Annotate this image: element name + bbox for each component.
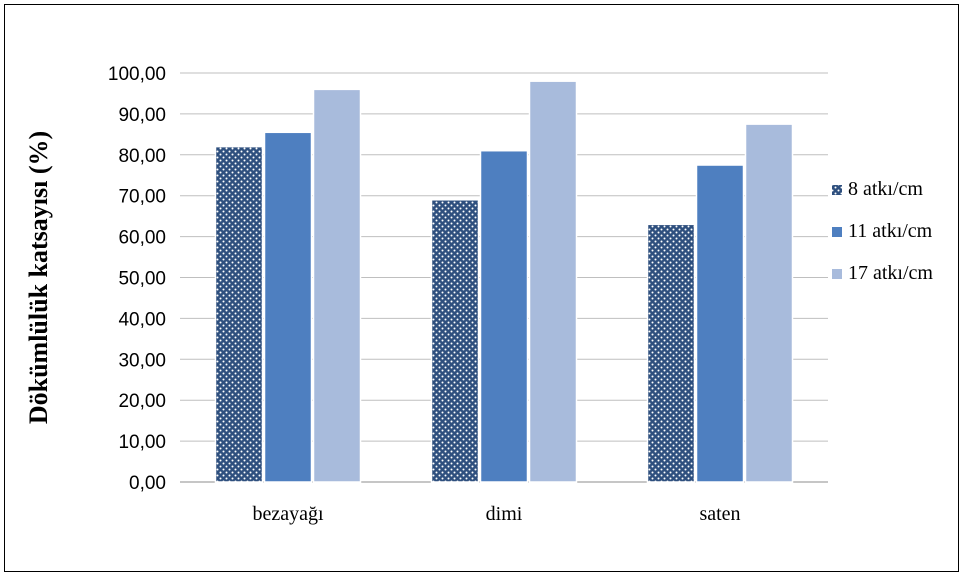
y-tick-label: 100,00 xyxy=(108,64,166,85)
y-tick-label: 0,00 xyxy=(129,473,166,494)
y-tick-label: 10,00 xyxy=(118,432,166,453)
bar xyxy=(530,81,577,482)
bars xyxy=(216,81,793,482)
legend: 8 atkı/cm 11 atkı/cm 17 atkı/cm xyxy=(832,178,933,284)
y-tick-label: 50,00 xyxy=(118,269,166,290)
y-tick-label: 40,00 xyxy=(118,309,166,330)
legend-swatch xyxy=(832,269,842,279)
bar xyxy=(432,200,479,482)
bar xyxy=(216,147,263,482)
bar xyxy=(314,89,361,482)
y-tick-label: 20,00 xyxy=(118,391,166,412)
bar xyxy=(481,151,528,482)
x-category-label: dimi xyxy=(486,503,523,525)
y-tick-label: 90,00 xyxy=(118,105,166,126)
y-tick-label: 70,00 xyxy=(118,187,166,208)
bar xyxy=(265,132,312,482)
legend-swatch xyxy=(832,227,842,237)
y-axis-title: Dökümlülük katsayısı (%) xyxy=(24,131,53,424)
y-tick-label: 80,00 xyxy=(118,146,166,167)
y-tick-labels: 0,00 10,00 20,00 30,00 40,00 50,00 60,00 70,00 8… xyxy=(108,64,166,494)
x-category-label: saten xyxy=(699,503,740,525)
bar xyxy=(697,165,744,482)
legend-label: 17 atkı/cm xyxy=(848,262,933,284)
y-tick-label: 30,00 xyxy=(118,350,166,371)
x-category-labels: bezayağı dimi saten xyxy=(252,503,740,525)
legend-swatch xyxy=(832,185,842,195)
x-category-label: bezayağı xyxy=(252,503,324,525)
bar xyxy=(648,224,695,482)
bar xyxy=(746,124,793,482)
legend-label: 11 atkı/cm xyxy=(848,220,933,242)
y-tick-label: 60,00 xyxy=(118,228,166,249)
legend-label: 8 atkı/cm xyxy=(848,178,923,200)
